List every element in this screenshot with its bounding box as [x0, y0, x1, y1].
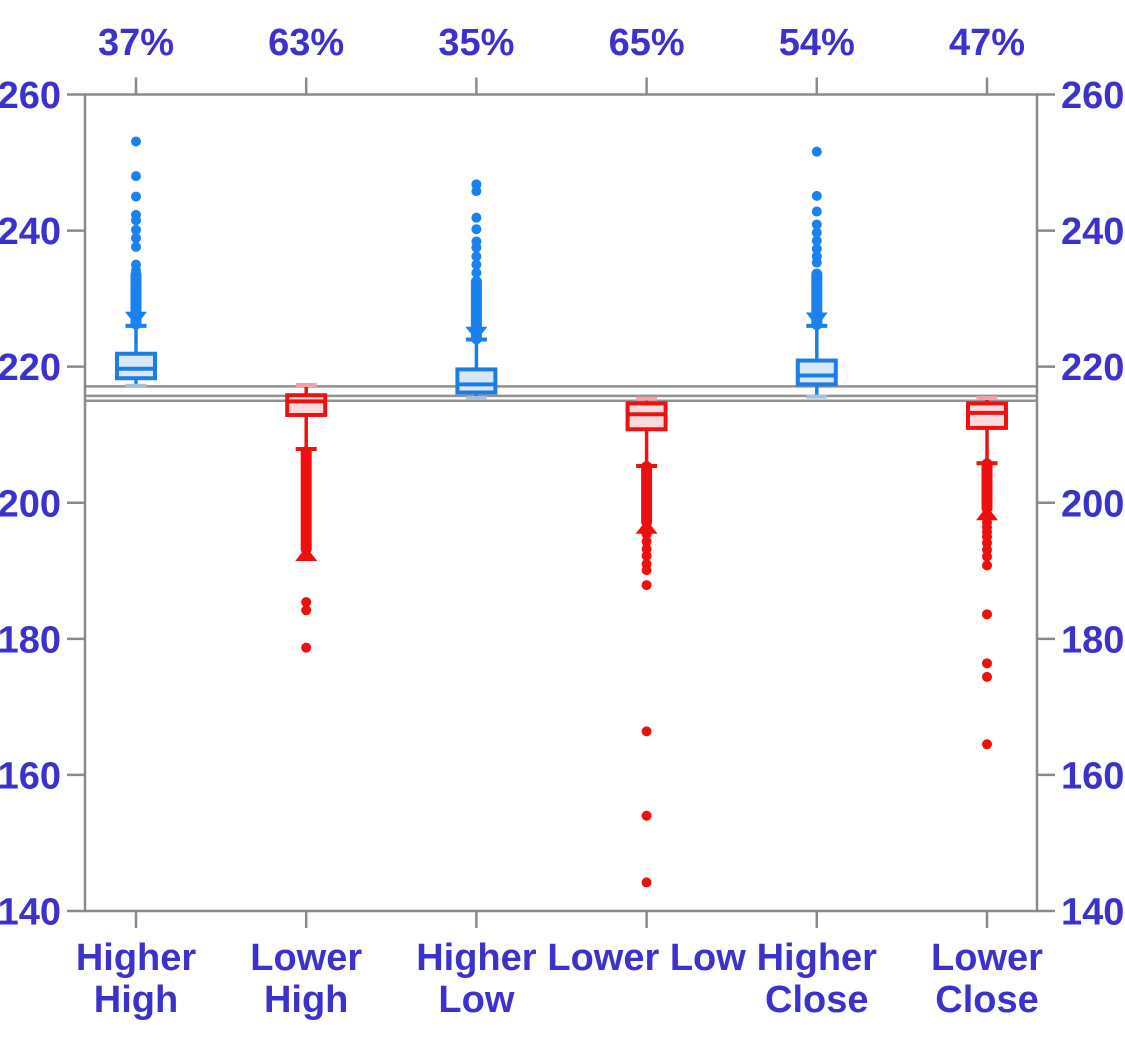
category-label: Higher [757, 937, 878, 979]
outlier-dot-lower-low [641, 536, 652, 547]
box-lower-high [285, 393, 328, 417]
category-label: Lower Low [547, 937, 746, 979]
outlier-dot-higher-low [471, 259, 482, 270]
outlier-dot-lower-low [641, 726, 652, 737]
y-axis-label-right: 200 [1061, 483, 1124, 525]
y-axis-label-left: 200 [0, 483, 61, 525]
percent-label: 37% [98, 22, 174, 64]
outlier-dot-higher-high [131, 215, 141, 226]
outlier-dot-higher-close [811, 243, 822, 254]
percent-label: 65% [609, 22, 685, 64]
outlier-dot-higher-low [471, 251, 482, 262]
y-axis-label-right: 240 [1061, 211, 1124, 253]
outlier-dot-lower-low [641, 810, 652, 821]
outlier-dot-higher-low [471, 267, 482, 278]
box-higher-close [795, 358, 838, 387]
outlier-dot-higher-close [811, 219, 822, 230]
outlier-dot-higher-high [131, 171, 141, 182]
outlier-dot-higher-high [131, 233, 141, 244]
outlier-dot-lower-close [982, 551, 992, 562]
outlier-dot-lower-low [641, 580, 652, 591]
y-axis-label-right: 140 [1061, 892, 1124, 934]
y-axis-label-right: 180 [1061, 619, 1124, 661]
percent-label: 54% [779, 22, 855, 64]
category-label: Close [935, 979, 1038, 1021]
y-axis-label-left: 240 [0, 211, 61, 253]
outlier-dot-lower-high [301, 605, 312, 616]
outlier-dot-lower-low [641, 877, 652, 888]
box-higher-low [455, 367, 498, 395]
outlier-dot-higher-high [131, 191, 141, 202]
outlier-dot-higher-high [131, 265, 141, 276]
category-label: High [264, 979, 348, 1021]
outlier-dot-higher-close [811, 235, 822, 246]
outlier-dot-higher-high [131, 224, 141, 235]
category-label: Lower [931, 937, 1043, 979]
y-axis-label-right: 260 [1061, 75, 1124, 117]
box-higher-high [115, 351, 157, 381]
outlier-dot-lower-high [301, 642, 312, 653]
outlier-dot-lower-low [641, 565, 652, 576]
outlier-dot-higher-close [811, 190, 822, 201]
outlier-dot-higher-close [811, 206, 822, 217]
outlier-dot-higher-low [471, 186, 482, 197]
plot-frame [83, 93, 1039, 913]
outlier-dot-higher-close [811, 257, 822, 268]
y-axis-label-left: 160 [0, 755, 61, 797]
outlier-dot-lower-close [982, 560, 992, 571]
box-lower-close [966, 401, 1008, 430]
percent-label: 47% [949, 22, 1025, 64]
outlier-dot-higher-low [471, 212, 482, 223]
y-axis-label-right: 160 [1061, 755, 1124, 797]
category-label: Higher [76, 937, 197, 979]
category-label: Close [765, 979, 868, 1021]
percent-label: 35% [438, 22, 514, 64]
outlier-dot-higher-close [811, 146, 822, 157]
category-label: Lower [250, 937, 362, 979]
category-label: Higher [416, 937, 537, 979]
percent-label: 63% [268, 22, 344, 64]
outlier-dot-lower-close [982, 671, 992, 682]
outlier-dot-lower-close [982, 658, 992, 669]
outlier-dot-higher-low [471, 224, 482, 235]
y-axis-label-left: 260 [0, 75, 61, 117]
y-axis-label-right: 220 [1061, 347, 1124, 389]
category-label: High [94, 979, 178, 1021]
outlier-dot-lower-low [641, 529, 652, 540]
outlier-stem-arrow-higher-low [465, 326, 488, 341]
outlier-dot-higher-high [131, 241, 141, 252]
outlier-dot-higher-close [811, 227, 822, 238]
box-lower-low [625, 401, 668, 432]
outlier-stem-arrow-higher-close [805, 312, 828, 327]
category-label: Low [438, 979, 514, 1021]
outlier-dot-lower-low [641, 550, 652, 561]
y-axis-label-left: 140 [0, 892, 61, 934]
outlier-stem-arrow-higher-high [125, 311, 147, 326]
y-axis-label-left: 180 [0, 619, 61, 661]
outlier-dot-lower-close [982, 739, 992, 750]
outlier-dot-higher-low [471, 242, 482, 253]
y-axis-label-left: 220 [0, 347, 61, 389]
outlier-stem-arrow-lower-high [295, 547, 318, 562]
outlier-dot-lower-close [982, 609, 992, 620]
outlier-dot-lower-high [301, 597, 312, 608]
outlier-dot-higher-high [131, 136, 141, 147]
